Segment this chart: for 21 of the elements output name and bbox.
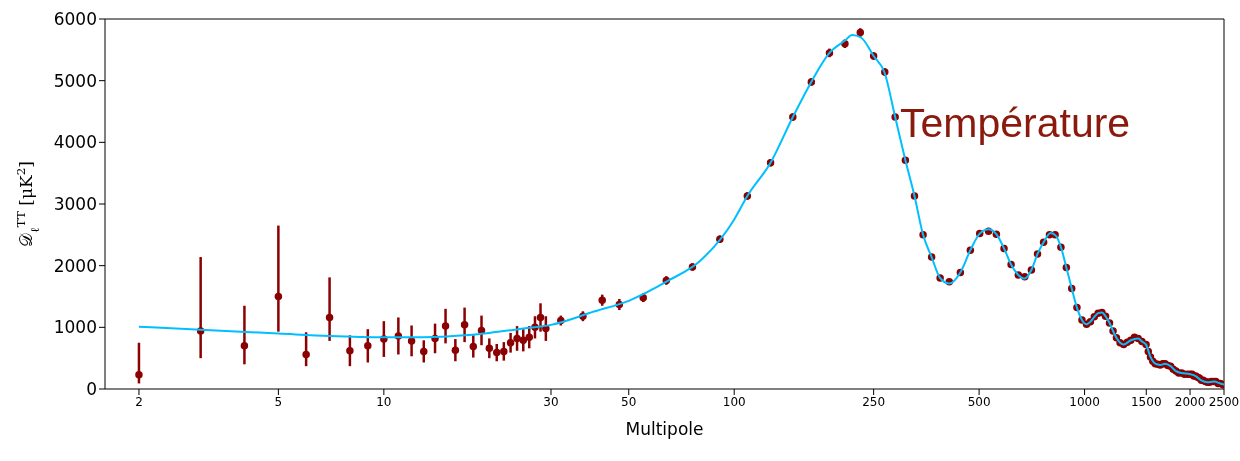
- x-tick-label: 5: [274, 394, 283, 409]
- x-tick-label: 250: [862, 394, 886, 409]
- x-tick-label: 2000: [1174, 394, 1206, 409]
- annotation: Température: [900, 100, 1131, 147]
- x-tick-label: 50: [621, 394, 637, 409]
- x-tick-label: 1000: [1069, 394, 1100, 409]
- x-tick-label: 2: [135, 394, 143, 409]
- y-tick-label: 4000: [53, 132, 97, 153]
- x-axis-title: Multipole: [625, 419, 704, 439]
- x-tick-label: 30: [543, 394, 559, 409]
- x-tick-label: 500: [967, 394, 991, 409]
- y-tick-label: 5000: [53, 70, 97, 91]
- x-tick-label: 100: [722, 394, 746, 409]
- x-tick-label: 10: [376, 394, 392, 409]
- y-tick-label: 6000: [53, 9, 97, 30]
- y-tick-label: 1000: [53, 317, 97, 338]
- y-tick-label: 3000: [53, 194, 97, 215]
- x-tick-label: 2500: [1208, 394, 1240, 409]
- y-tick-label: 2000: [53, 255, 97, 276]
- x-tick-label: 1500: [1131, 394, 1162, 409]
- y-tick-label: 0: [86, 379, 97, 400]
